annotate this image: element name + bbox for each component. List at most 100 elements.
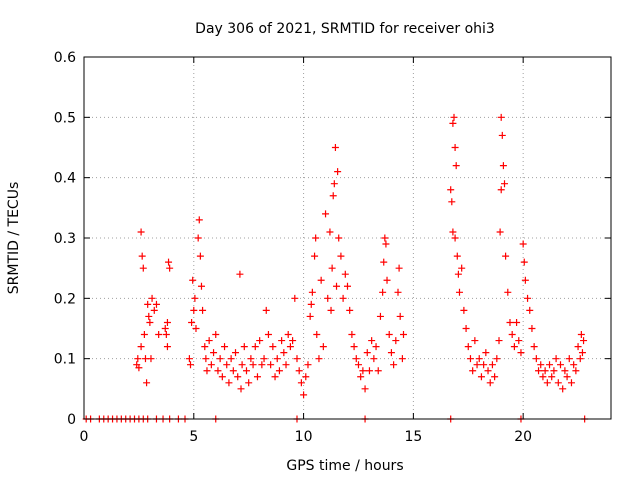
data-point xyxy=(147,355,155,363)
data-point xyxy=(234,373,242,381)
data-point xyxy=(258,361,266,369)
data-point xyxy=(484,367,492,375)
data-point xyxy=(194,234,202,242)
data-point xyxy=(498,131,506,139)
data-point xyxy=(346,306,354,314)
y-tick-label: 0.2 xyxy=(54,291,76,307)
data-point xyxy=(242,367,250,375)
data-point xyxy=(280,349,288,357)
data-point xyxy=(499,162,507,170)
data-point xyxy=(330,180,338,188)
data-point xyxy=(475,355,483,363)
data-point xyxy=(519,240,527,248)
data-point xyxy=(482,349,490,357)
data-point xyxy=(350,343,358,351)
data-point xyxy=(146,318,154,326)
data-point xyxy=(339,294,347,302)
data-point xyxy=(308,288,316,296)
data-point xyxy=(466,355,474,363)
x-tick-label: 5 xyxy=(189,429,198,445)
data-point xyxy=(311,252,319,260)
data-point xyxy=(140,331,148,339)
data-point xyxy=(189,276,197,284)
data-point xyxy=(344,282,351,290)
chart-title: Day 306 of 2021, SRMTID for receiver ohi… xyxy=(195,21,495,37)
y-tick-label: 0.5 xyxy=(54,110,76,126)
data-point xyxy=(543,379,551,387)
y-tick-label: 0 xyxy=(67,412,76,428)
data-point xyxy=(473,361,481,369)
data-point xyxy=(359,367,367,375)
data-point xyxy=(526,306,534,314)
data-point xyxy=(221,343,229,351)
data-point xyxy=(137,343,145,351)
data-point xyxy=(218,373,226,381)
data-point xyxy=(135,364,143,372)
data-point xyxy=(556,361,564,369)
x-axis-label: GPS time / hours xyxy=(286,458,403,474)
data-point xyxy=(539,373,547,381)
data-point xyxy=(495,337,503,345)
data-point xyxy=(532,355,540,363)
data-point xyxy=(460,306,468,314)
data-point xyxy=(322,210,330,218)
data-point xyxy=(363,349,371,357)
data-point xyxy=(205,337,213,345)
data-point xyxy=(225,379,233,387)
data-point xyxy=(186,361,194,369)
data-point xyxy=(451,234,459,242)
data-point xyxy=(166,264,174,272)
data-point xyxy=(312,234,320,242)
data-point xyxy=(392,337,400,345)
data-point xyxy=(496,228,504,236)
data-point xyxy=(269,343,277,351)
data-point xyxy=(454,270,462,278)
data-point xyxy=(501,180,509,188)
data-point xyxy=(145,312,153,320)
x-tick-label: 15 xyxy=(404,429,422,445)
data-point xyxy=(554,379,562,387)
data-point xyxy=(383,276,391,284)
data-point xyxy=(152,300,160,308)
data-point xyxy=(249,361,257,369)
x-tick-label: 0 xyxy=(80,429,89,445)
data-point xyxy=(289,337,297,345)
data-point xyxy=(304,361,312,369)
data-point xyxy=(458,264,466,272)
data-point xyxy=(196,252,204,260)
data-point xyxy=(341,270,349,278)
y-tick-label: 0.1 xyxy=(54,352,76,368)
data-point xyxy=(374,367,382,375)
data-point xyxy=(506,318,514,326)
axis-ticks: 0 0.1 0.2 0.3 0.4 0.5 0.6 0 5 10 15 20 xyxy=(54,50,611,445)
data-point xyxy=(455,288,463,296)
data-point xyxy=(333,282,341,290)
data-point xyxy=(188,318,196,326)
data-point xyxy=(315,355,323,363)
data-point xyxy=(580,337,588,345)
data-point xyxy=(390,361,398,369)
data-point xyxy=(497,113,505,121)
data-point xyxy=(486,379,494,387)
data-point xyxy=(256,337,264,345)
data-point xyxy=(379,288,387,296)
data-point xyxy=(267,361,275,369)
data-point xyxy=(210,349,218,357)
data-point xyxy=(286,343,294,351)
data-point xyxy=(232,349,240,357)
data-point xyxy=(385,331,393,339)
data-point xyxy=(510,343,518,351)
data-point xyxy=(327,306,335,314)
data-point xyxy=(237,385,245,393)
data-point xyxy=(297,379,305,387)
data-point xyxy=(502,252,510,260)
data-point xyxy=(464,343,472,351)
data-point xyxy=(195,216,203,224)
data-point xyxy=(148,294,156,302)
data-point xyxy=(530,343,538,351)
data-point xyxy=(240,343,248,351)
data-point xyxy=(326,228,334,236)
data-point xyxy=(517,349,525,357)
data-point xyxy=(477,373,485,381)
